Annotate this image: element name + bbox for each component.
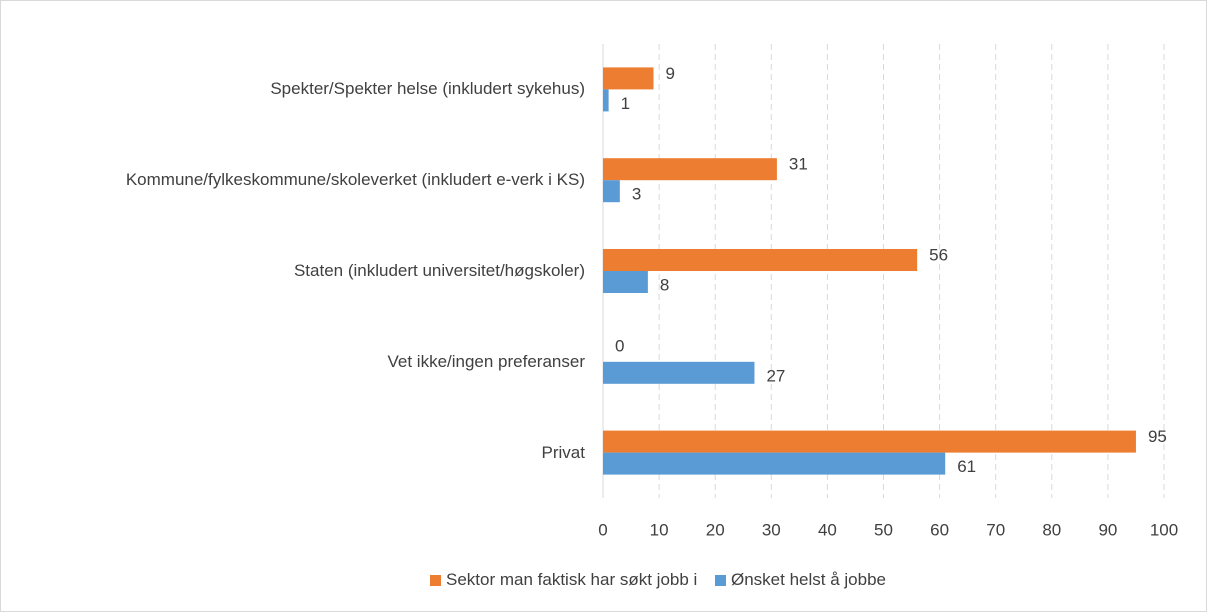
- bar: [603, 361, 755, 384]
- data-label: 61: [957, 457, 976, 476]
- legend-swatch: [715, 574, 726, 586]
- data-label: 9: [665, 64, 674, 83]
- data-label: 1: [621, 94, 630, 113]
- bar: [603, 452, 946, 475]
- x-tick-label: 30: [762, 520, 781, 539]
- data-label: 31: [789, 155, 808, 174]
- category-label: Vet ikke/ingen preferanser: [387, 351, 585, 371]
- bar: [603, 430, 1136, 453]
- category-label: Staten (inkludert universitet/høgskoler): [293, 261, 585, 280]
- data-label: 3: [632, 185, 641, 204]
- x-tick-label: 90: [1098, 520, 1117, 539]
- data-label: 56: [929, 245, 948, 264]
- bar: [603, 271, 648, 293]
- legend-label: Sektor man faktisk har søkt jobb i: [446, 570, 698, 589]
- x-tick-label: 20: [706, 520, 725, 539]
- category-label: Kommune/fylkeskommune/skoleverket (inklu…: [125, 170, 585, 190]
- data-label: 8: [660, 275, 669, 294]
- x-tick-label: 60: [930, 520, 949, 539]
- legend-item: Sektor man faktisk har søkt jobb i: [430, 570, 697, 590]
- legend-label: Ønsket helst å jobbe: [731, 570, 886, 589]
- bar: [603, 89, 609, 112]
- bar: [603, 249, 918, 271]
- x-tick-label: 0: [598, 520, 607, 539]
- x-tick-label: 50: [874, 520, 893, 539]
- category-label: Privat: [541, 442, 585, 462]
- x-tick-label: 70: [986, 520, 1005, 539]
- x-tick-label: 10: [650, 520, 669, 539]
- bar: [603, 180, 620, 203]
- bar: [603, 67, 654, 90]
- data-label: 27: [766, 366, 785, 385]
- bar: [603, 158, 777, 181]
- x-tick-label: 100: [1150, 520, 1178, 539]
- legend-item: Ønsket helst å jobbe: [715, 570, 886, 590]
- data-label: 95: [1148, 427, 1167, 446]
- legend-swatch: [430, 574, 441, 586]
- data-label: 0: [615, 336, 624, 355]
- x-tick-label: 40: [818, 520, 837, 539]
- category-label: Spekter/Spekter helse (inkludert sykehus…: [270, 79, 585, 99]
- x-tick-label: 80: [1042, 520, 1061, 539]
